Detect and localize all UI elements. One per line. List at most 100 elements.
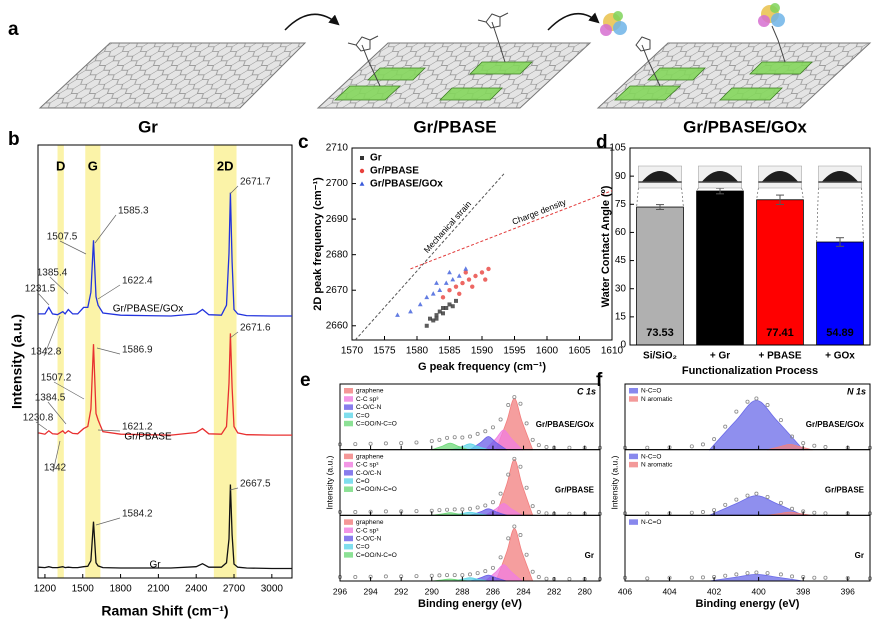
plot-frame [351,147,613,341]
peak-label: 1384.5 [35,393,66,404]
marker-circle [447,288,452,293]
y-tick-label: 90 [615,171,627,182]
legend-label: Gr [370,153,382,164]
x-axis-label: Binding energy (eV) [418,598,522,610]
peak-label: 1342 [44,463,67,474]
spectrum-line [38,484,292,570]
x-tick-label: 2400 [185,584,208,595]
fit-component [709,495,804,516]
droplet [701,171,739,182]
data-point [460,435,465,440]
legend-label: C-O/C-N [356,470,382,477]
legend-label: graphene [356,453,384,460]
peak-label: 1342.8 [31,347,62,358]
legend-label: graphene [356,519,384,526]
data-point [498,491,503,496]
data-point [734,572,739,577]
droplet-guide [816,187,819,243]
data-point [544,576,549,581]
marker-circle [479,270,485,275]
droplet-guide [681,187,684,208]
y-tick-label: 2670 [326,285,349,296]
gox-enzymes [600,3,785,36]
data-point [712,508,717,513]
data-point [530,437,535,442]
x-axis-label: G peak frequency (cm⁻¹) [418,361,546,373]
band [213,145,237,578]
legend-label: C-C sp³ [356,527,379,534]
bar [696,190,744,346]
data-point [524,421,529,426]
marker-triangle [424,294,430,300]
legend-swatch [344,412,353,419]
marker-square [431,318,436,323]
plot-frame [37,144,293,579]
x-tick-label: 286 [486,586,500,596]
value-label: 82.07 [706,327,734,339]
data-point [823,575,828,580]
data-point [383,441,388,446]
data-point [723,502,728,507]
sample-label: Gr/PBASE [555,485,595,494]
marker-circle [440,295,446,300]
legend-swatch [344,470,353,476]
legend-label: C=O [356,544,370,551]
legend-swatch [344,478,353,484]
data-point [353,510,358,515]
curve-label: Gr [149,560,161,571]
pyrene-patches [333,61,813,101]
graphene-lattice [40,43,305,108]
data-point [518,401,523,406]
y-tick-label: 2710 [326,143,349,154]
guide-line [354,172,506,341]
x-tick-label: 1500 [72,584,95,595]
x-axis-label: Raman Shift (cm⁻¹) [101,603,228,619]
x-tick-label: 284 [516,586,530,596]
legend-label: Gr/PBASE [370,166,419,177]
data-point [518,533,523,538]
data-point [754,396,759,401]
legend-swatch [344,420,353,427]
x-tick-label: 1610 [601,346,624,357]
schematic [38,3,872,109]
value-label: 73.53 [646,327,674,339]
marker-square [450,304,455,309]
data-point [700,510,705,515]
x-tick-label: 1800 [109,584,132,595]
data-point [778,418,783,423]
legend-label: C=OO/N-C=O [356,421,397,428]
core-level: N 1s [847,386,866,396]
peak-label: 1507.5 [47,232,78,243]
data-point [544,511,549,516]
data-point [567,445,572,450]
marker-triangle [417,301,423,307]
legend-swatch [344,543,353,550]
sample-label: Gr [855,551,864,560]
droplet-guide [801,187,804,200]
y-tick-label: 15 [615,311,627,322]
data-point [734,497,739,502]
panel-letter: d [596,132,608,153]
x-tick-label: 3000 [261,584,284,595]
category-label: + GOx [825,351,855,362]
data-point [778,572,783,577]
droplet [641,171,679,182]
data-point [765,403,770,408]
data-point [445,507,450,512]
marker-triangle [463,266,469,271]
legend-label: C=OO/N-C=O [356,552,397,559]
marker-square [434,313,439,318]
marker-triangle [437,287,443,293]
data-point [437,508,442,513]
value-label: 54.89 [826,327,854,339]
legend-swatch [344,535,353,542]
y-axis-label: 2D peak frequency (cm⁻¹) [312,177,324,311]
data-point [414,509,419,514]
leader-line [229,487,239,491]
data-point [518,464,523,469]
peak-label: 2671.6 [240,323,271,334]
caption: Gr/PBASE [413,117,496,136]
data-point [414,574,419,579]
x-tick-label: 396 [841,586,855,596]
